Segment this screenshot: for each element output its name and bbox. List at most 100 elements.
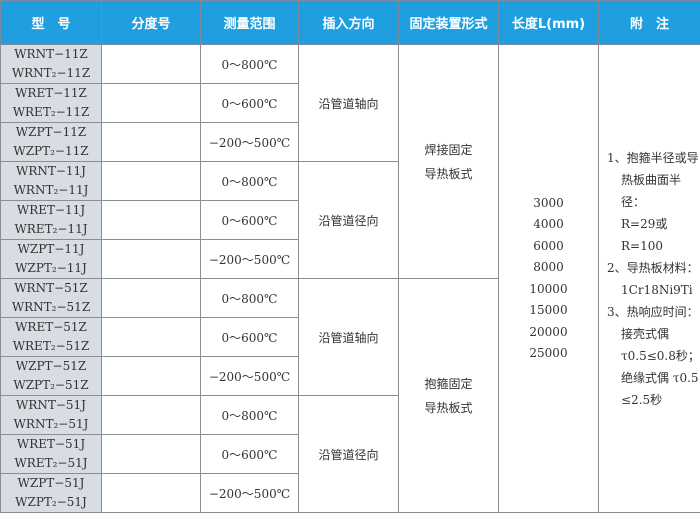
model-cell: WZPT−51J WZPT₂−51J [0, 473, 102, 513]
graduation-cell [101, 122, 201, 162]
model-cell: WRNT−51J WRNT₂−51J [0, 395, 102, 435]
model-cell: WRET−51J WRET₂−51J [0, 434, 102, 474]
model-name: WRET₂−11J [14, 222, 88, 236]
model-cell: WRNT−51Z WRNT₂−51Z [0, 278, 102, 318]
note-line: 3、热响应时间： [607, 304, 699, 319]
model-name: WRET₂−51J [14, 456, 88, 470]
model-cell: WZPT−51Z WZPT₂−51Z [0, 356, 102, 396]
model-name: WZPT₂−11J [15, 261, 87, 275]
graduation-cell [101, 434, 201, 474]
range-cell: 0～800℃ [200, 161, 299, 201]
note-line: τ0.5≤0.8秒； [621, 348, 700, 363]
range-cell: −200～500℃ [200, 356, 299, 396]
header-row: 型 号 分度号 测量范围 插入方向 固定装置形式 长度L(mm) 附 注 [0, 0, 700, 45]
graduation-cell [101, 44, 201, 84]
graduation-cell [101, 200, 201, 240]
range-cell: −200～500℃ [200, 473, 299, 513]
graduation-cell [101, 317, 201, 357]
length-value: 8000 [533, 260, 564, 274]
header-fixing: 固定装置形式 [398, 0, 499, 45]
direction-cell: 沿管道轴向 [298, 278, 399, 396]
graduation-cell [101, 83, 201, 123]
fixing-line: 导热板式 [424, 166, 473, 181]
table-row: WZPT−11Z WZPT₂−11Z −200～500℃ [0, 122, 700, 162]
length-value: 20000 [529, 324, 568, 339]
model-name: WRET−51Z [15, 320, 87, 334]
range-cell: 0～800℃ [200, 395, 299, 435]
note-line: 2、导热板材料： [607, 260, 699, 275]
model-name: WZPT−11Z [15, 125, 87, 139]
length-value: 6000 [533, 238, 564, 253]
table-row: WZPT−51Z WZPT₂−51Z −200～500℃ [0, 356, 700, 396]
range-cell: 0～800℃ [200, 44, 299, 84]
graduation-cell [101, 395, 201, 435]
note-line: 绝缘式偶 τ0.5 [621, 370, 699, 385]
note-line: ≤2.5秒 [621, 392, 663, 407]
length-value: 15000 [529, 303, 568, 317]
range-cell: 0～800℃ [200, 278, 299, 318]
model-name: WRNT−51Z [14, 281, 88, 295]
model-cell: WRET−11J WRET₂−11J [0, 200, 102, 240]
range-cell: 0～600℃ [200, 317, 299, 357]
fixing-line: 导热板式 [424, 400, 473, 415]
note-line: 接壳式偶 [621, 326, 670, 341]
table-row: WRNT−11J WRNT₂−11J 0～800℃ 沿管道径向 [0, 161, 700, 279]
model-name: WRET−11J [16, 203, 86, 217]
direction-cell: 沿管道径向 [298, 161, 399, 279]
model-name: WZPT−11J [17, 242, 85, 256]
graduation-cell [101, 356, 201, 396]
table-row: WRET−11Z WRET₂−11Z 0～600℃ [0, 83, 700, 123]
note-line: 1Cr18Ni9Ti [621, 282, 693, 297]
model-cell: WRNT−11J WRNT₂−11J [0, 161, 102, 201]
model-name: WRNT−51J [15, 398, 86, 412]
model-name: WRET−11Z [15, 86, 87, 100]
length-value: 3000 [533, 195, 564, 210]
model-cell: WRET−51Z WRET₂−51Z [0, 317, 102, 357]
model-name: WRNT−11Z [14, 47, 88, 61]
range-cell: 0～600℃ [200, 434, 299, 474]
range-cell: 0～600℃ [200, 83, 299, 123]
model-cell: WRNT−11Z WRNT₂−11Z [0, 44, 102, 84]
table-row: WRNT−11Z WRNT₂−11Z 0～800℃ 沿管道轴向 焊接固定 导热板式 300… [0, 44, 700, 513]
graduation-cell [101, 239, 201, 279]
header-length: 长度L(mm) [498, 0, 599, 45]
notes-cell: 1、抱箍半径或导热板曲面半径： R=29或R=100 2、导热板材料： 1Cr18Ni… [598, 44, 700, 513]
model-name: WRNT₂−51J [13, 417, 89, 431]
model-name: WZPT₂−51J [15, 495, 87, 509]
model-name: WZPT₂−11Z [13, 144, 89, 158]
length-cell: 3000 4000 6000 8000 10000 15000 20000 25000 [498, 44, 599, 513]
length-value: 4000 [533, 217, 564, 231]
table-row: WRNT−51Z WRNT₂−51Z 0～800℃ 沿管道轴向 抱箍固定 导热板式 [0, 278, 700, 513]
model-cell: WZPT−11J WZPT₂−11J [0, 239, 102, 279]
model-name: WZPT−51J [17, 476, 85, 490]
header-direction: 插入方向 [298, 0, 399, 45]
fixing-cell: 抱箍固定 导热板式 [398, 278, 499, 513]
graduation-cell [101, 161, 201, 201]
header-model: 型 号 [0, 0, 102, 45]
graduation-cell [101, 473, 201, 513]
table-row: WRNT−51J WRNT₂−51J 0～800℃ 沿管道径向 [0, 395, 700, 513]
fixing-line: 焊接固定 [424, 142, 473, 157]
model-name: WRNT₂−51Z [11, 300, 91, 314]
table-row: WRET−11J WRET₂−11J 0～600℃ [0, 200, 700, 240]
model-name: WRET−51J [16, 437, 86, 451]
model-name: WRNT₂−11J [13, 183, 89, 197]
model-name: WRNT₂−11Z [11, 66, 91, 80]
table-row: WZPT−11J WZPT₂−11J −200～500℃ [0, 239, 700, 279]
range-cell: −200～500℃ [200, 239, 299, 279]
direction-cell: 沿管道轴向 [298, 44, 399, 162]
note-line: 1、抱箍半径或导 [607, 150, 699, 165]
table-row: WZPT−51J WZPT₂−51J −200～500℃ [0, 473, 700, 513]
length-value: 25000 [529, 346, 568, 360]
range-cell: −200～500℃ [200, 122, 299, 162]
table-row: WRET−51J WRET₂−51J 0～600℃ [0, 434, 700, 474]
model-name: WZPT₂−51Z [13, 378, 89, 392]
header-notes: 附 注 [598, 0, 700, 45]
note-line: 热板曲面半径： [621, 172, 682, 209]
note-line: R=29或R=100 [621, 216, 668, 253]
model-cell: WRET−11Z WRET₂−11Z [0, 83, 102, 123]
header-graduation: 分度号 [101, 0, 201, 45]
direction-cell: 沿管道径向 [298, 395, 399, 513]
fixing-cell: 焊接固定 导热板式 [398, 44, 499, 279]
